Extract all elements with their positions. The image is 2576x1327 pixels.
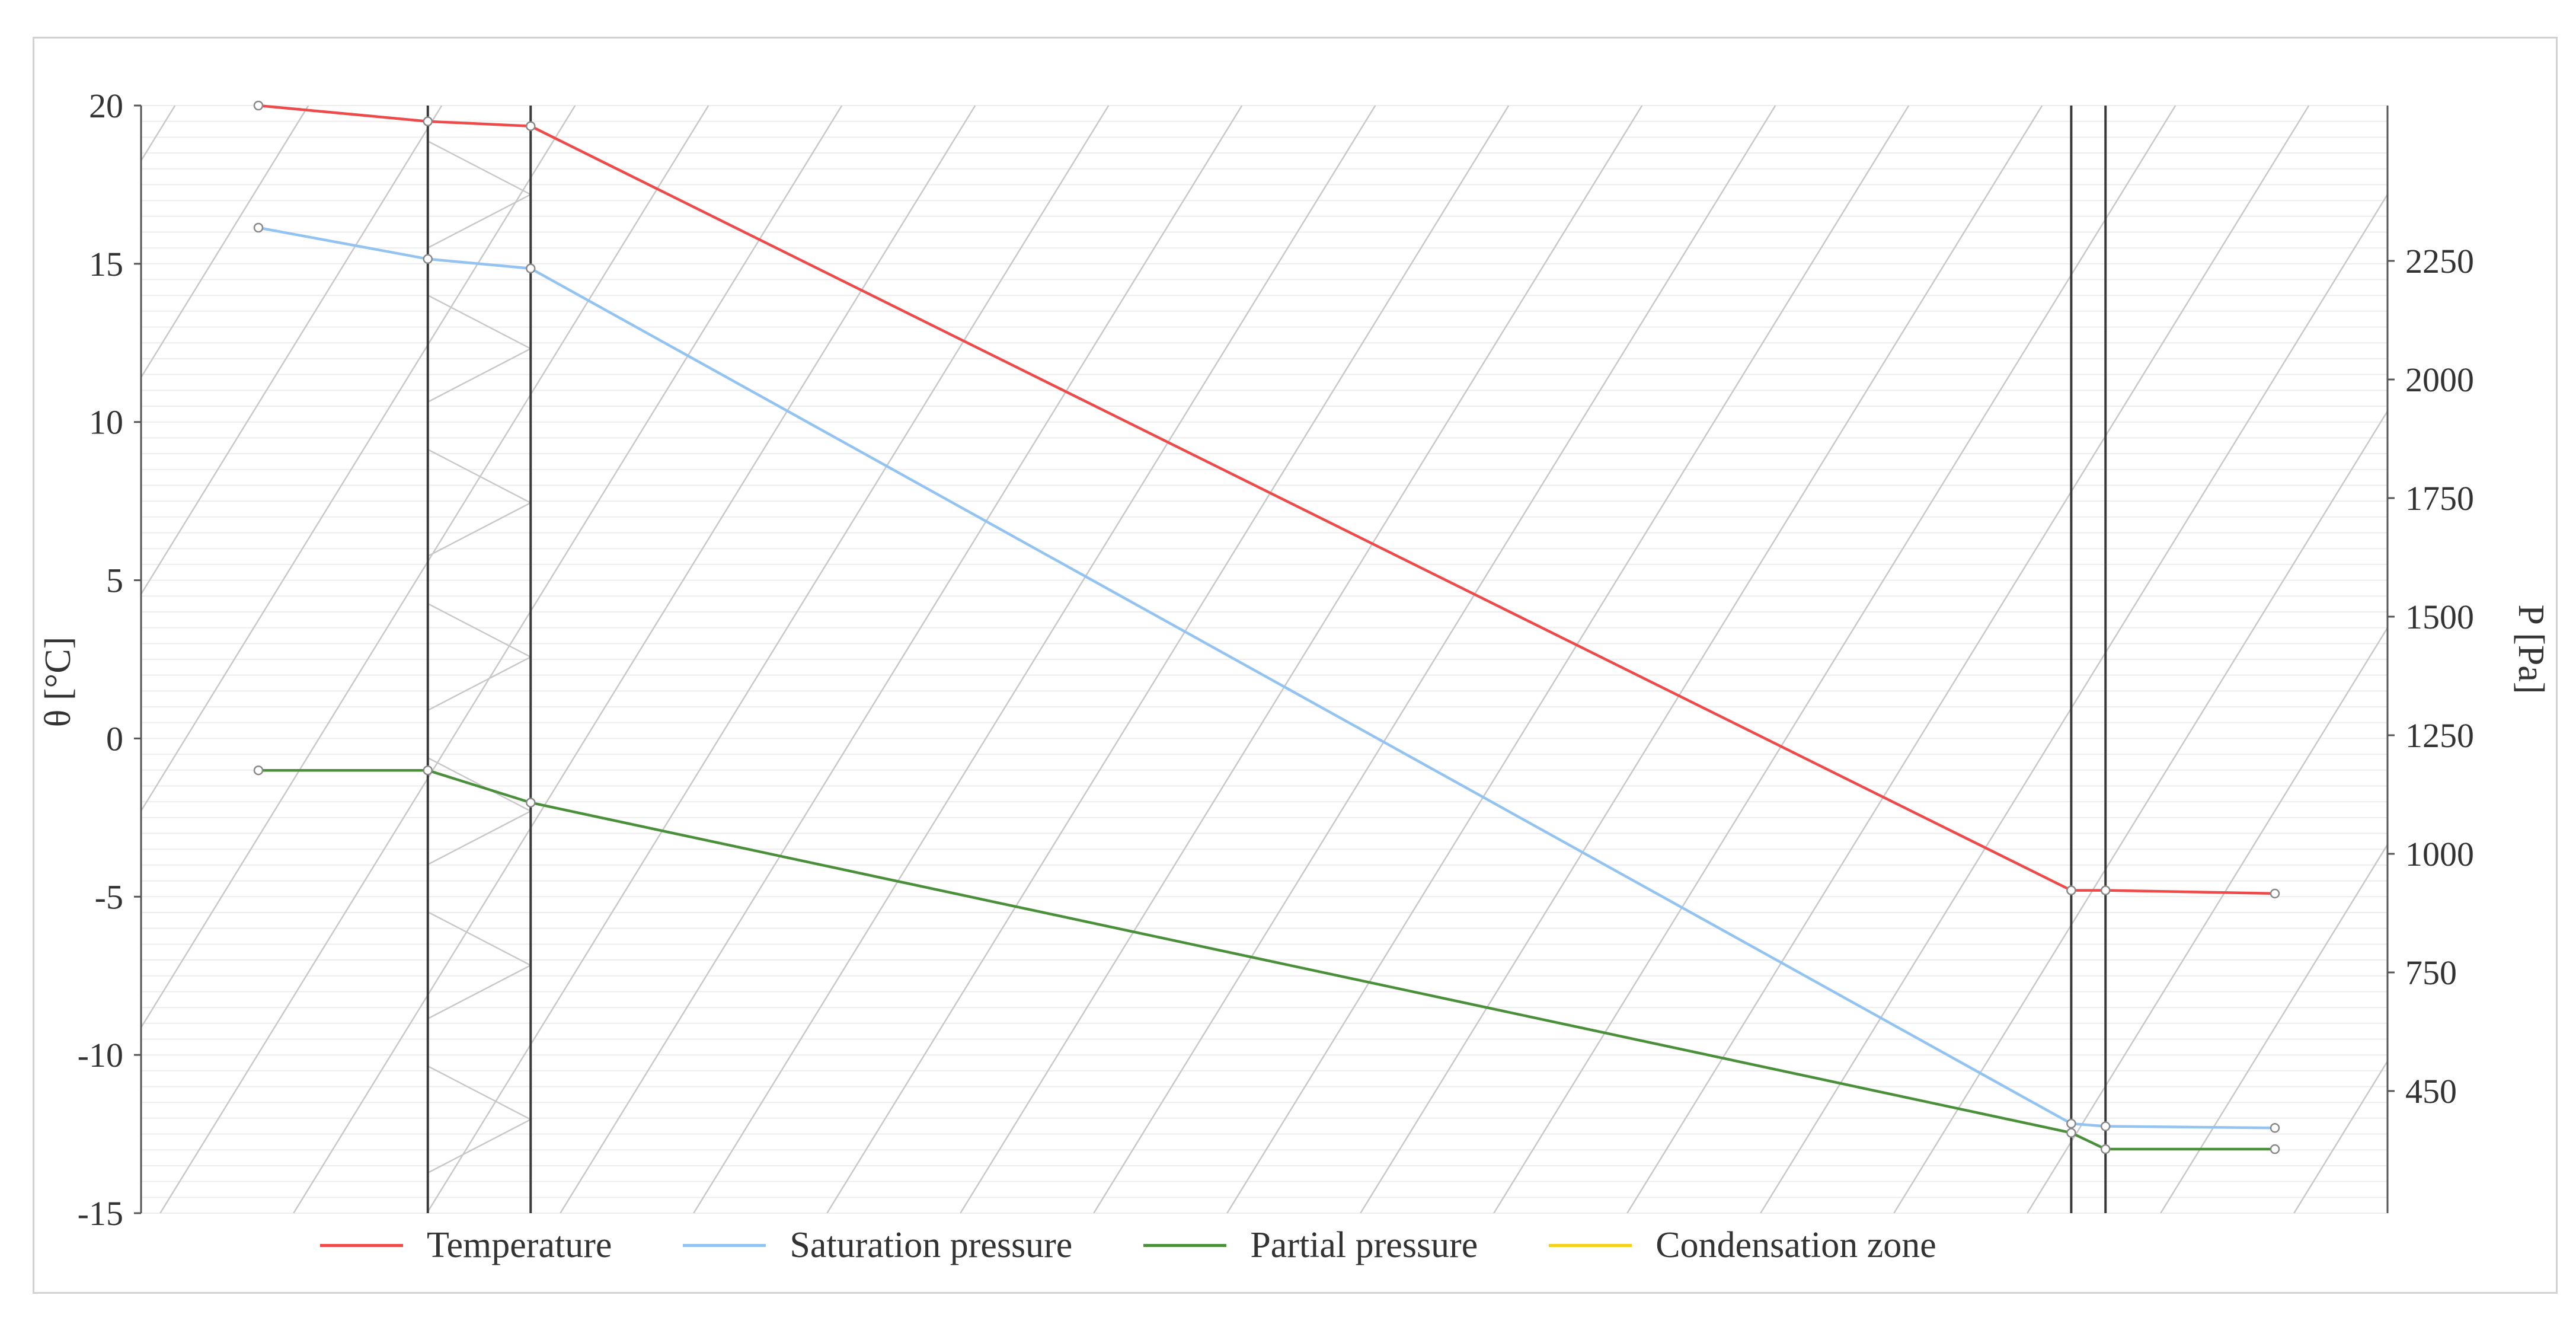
left-axis-ticks: 20 15 10 5 0 -5 -10 -15 — [78, 87, 141, 1233]
hatch-line — [427, 448, 532, 557]
data-point — [2270, 1123, 2280, 1133]
hatch-line — [1893, 409, 2388, 1213]
data-point — [2066, 1128, 2076, 1138]
legend-swatch — [1549, 1243, 1632, 1247]
y-right-tick-label: 2000 — [2405, 361, 2474, 399]
y-right-tick-label: 450 — [2405, 1072, 2457, 1111]
legend-label: Saturation pressure — [790, 1224, 1073, 1265]
y-right-tick-label: 750 — [2405, 953, 2457, 992]
data-point — [423, 765, 433, 776]
hatch-line — [2027, 626, 2388, 1213]
data-point — [2066, 885, 2076, 895]
legend-swatch — [320, 1243, 403, 1247]
hatch-line — [1360, 106, 2043, 1213]
y-right-tick-label: 2250 — [2405, 242, 2474, 280]
y-right-tick-label: 1750 — [2405, 479, 2474, 518]
hatch-line — [2160, 843, 2388, 1213]
hatch-line — [0, 106, 41, 1213]
hatch-line — [1626, 106, 2310, 1213]
layer-boundaries — [426, 106, 2107, 1213]
hatch-line — [427, 1065, 532, 1174]
y-left-tick-label: 10 — [89, 403, 123, 442]
series-line-saturation-pressure — [258, 226, 2275, 1130]
y-left-tick-label: -10 — [78, 1036, 123, 1074]
data-point — [526, 263, 536, 274]
hatch-line — [693, 106, 1376, 1213]
axes — [140, 106, 2389, 1213]
y-axis-label-right: P [Pa] — [2511, 605, 2551, 694]
data-point — [2100, 885, 2111, 895]
legend-swatch — [1143, 1243, 1227, 1247]
data-point — [423, 254, 433, 264]
data-point — [2270, 888, 2280, 899]
hatched-layer — [0, 106, 2576, 1213]
series-line-temperature — [258, 104, 2275, 895]
hatch-line — [141, 106, 709, 1029]
legend-item: Partial pressure — [1143, 1224, 1478, 1267]
legend-item: Temperature — [320, 1224, 612, 1267]
legend-swatch — [683, 1243, 766, 1247]
hatch-line — [1093, 106, 1776, 1213]
right-axis-ticks: 2250 2000 1750 1500 1250 1000 750 450 — [2388, 242, 2474, 1111]
y-left-tick-label: -5 — [95, 878, 123, 916]
hatch-line — [2561, 106, 2576, 1213]
data-point — [253, 765, 264, 776]
series — [253, 100, 2280, 1154]
data-point — [526, 121, 536, 131]
hatch-line — [1226, 106, 1910, 1213]
legend: Temperature Saturation pressure Partial pr… — [320, 1218, 2008, 1272]
y-left-tick-label: -15 — [78, 1194, 123, 1233]
hatch-line — [141, 106, 576, 812]
data-point — [2100, 1121, 2111, 1131]
y-left-tick-label: 20 — [89, 87, 123, 125]
legend-label: Partial pressure — [1250, 1224, 1478, 1265]
hatch-line — [426, 106, 1110, 1213]
data-point — [2066, 1118, 2076, 1129]
hatch-line — [141, 106, 309, 379]
y-left-tick-label: 0 — [106, 719, 123, 758]
legend-item: Saturation pressure — [683, 1224, 1072, 1267]
y-axis-label-left: θ [°C] — [38, 637, 78, 728]
legend-item: Condensation zone — [1549, 1224, 1936, 1267]
hatch-line — [826, 106, 1510, 1213]
hatch-line — [560, 106, 1243, 1213]
data-point — [253, 222, 264, 233]
legend-label: Condensation zone — [1655, 1224, 1936, 1265]
hatch-line — [159, 106, 843, 1213]
hatch-line — [960, 106, 1643, 1213]
chart-frame — [33, 37, 2558, 1294]
legend-label: Temperature — [427, 1224, 612, 1265]
data-point — [2100, 1144, 2111, 1154]
hatch-line — [141, 106, 443, 596]
hatch-line — [1493, 106, 2177, 1213]
series-line-partial-pressure — [258, 768, 2275, 1151]
y-left-tick-label: 5 — [106, 562, 123, 600]
y-right-tick-label: 1250 — [2405, 716, 2474, 755]
y-left-tick-label: 15 — [89, 245, 123, 283]
y-right-tick-label: 1500 — [2405, 598, 2474, 636]
data-point — [253, 100, 264, 111]
data-point — [526, 798, 536, 808]
data-point — [423, 116, 433, 126]
data-point — [2270, 1144, 2280, 1154]
hatch-line — [1760, 193, 2388, 1213]
y-right-tick-label: 1000 — [2405, 835, 2474, 873]
